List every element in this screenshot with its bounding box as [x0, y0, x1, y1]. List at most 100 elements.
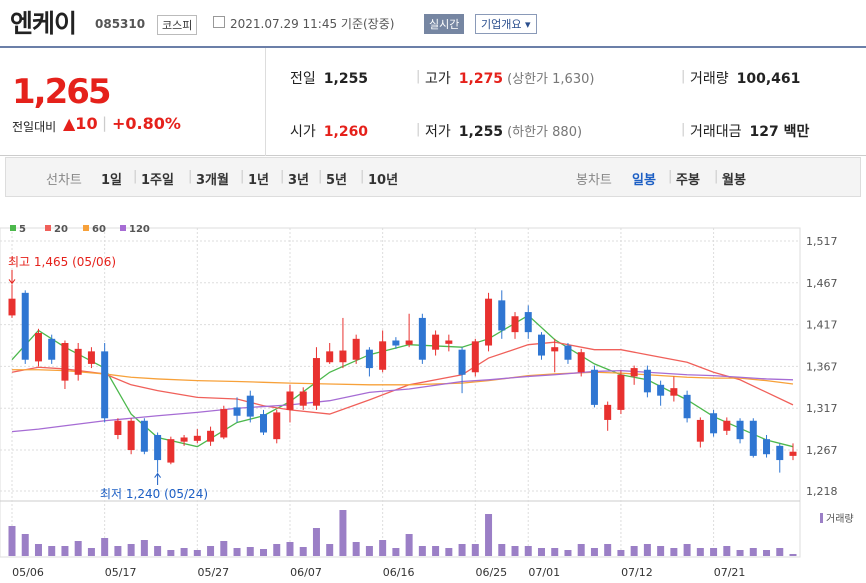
field-label: 전일 [290, 71, 316, 87]
stock-name: 엔케이 [10, 9, 77, 38]
candle-body [61, 343, 69, 381]
tab[interactable]: 10년 [368, 173, 399, 188]
candle-body [485, 298, 493, 346]
candle-body [418, 317, 426, 360]
volume-legend-swatch [820, 513, 823, 523]
candle-body [246, 395, 254, 417]
x-tick-label: 06/16 [383, 566, 415, 579]
volume-bar [405, 534, 413, 556]
change-pct: +0.80% [112, 114, 181, 133]
field-label: 거래대금 [690, 124, 742, 140]
field-note: (상한가 1,630) [507, 72, 595, 87]
candle-body [180, 437, 188, 442]
x-tick-label: 05/27 [197, 566, 229, 579]
stock-code: 085310 [95, 17, 146, 31]
volume-bar [21, 534, 29, 556]
candle-body [617, 374, 625, 410]
tab-group-label: 선차트 [46, 173, 82, 188]
separator: | [668, 169, 673, 184]
volume-bar [749, 548, 757, 556]
ma-line [11, 341, 794, 415]
volume-bar [498, 544, 506, 556]
candle-body [312, 358, 320, 406]
tab[interactable]: 3개월 [196, 173, 229, 188]
volume-bar [339, 510, 347, 556]
legend-swatch [120, 225, 126, 231]
field-value: 100,461 [736, 71, 801, 87]
volume-bar [220, 541, 228, 556]
volume-bar [352, 542, 360, 556]
separator: | [280, 169, 285, 184]
legend-label: 120 [129, 224, 150, 235]
candle-body [8, 298, 16, 316]
candle-body [776, 445, 784, 461]
candle-body [657, 384, 665, 396]
candle-body [670, 388, 678, 396]
volume-bar [154, 546, 162, 556]
volume-bar [643, 544, 651, 556]
y-tick-label: 1,417 [806, 319, 838, 332]
candle-body [511, 316, 519, 333]
candle-body [683, 394, 691, 419]
y-tick-label: 1,367 [806, 360, 838, 373]
legend-label: 60 [92, 224, 106, 235]
tab[interactable]: 1일 [101, 173, 123, 188]
volume-bar [379, 540, 387, 556]
plot-frame [0, 227, 801, 558]
volume-bar [34, 544, 42, 556]
separator: | [416, 69, 421, 84]
candle-body [114, 420, 122, 435]
legend-label: 5 [19, 224, 26, 235]
y-tick-label: 1,317 [806, 402, 838, 415]
field: 전일 1,255 [290, 68, 368, 88]
candle-body [696, 419, 704, 442]
volume-bar [432, 546, 440, 556]
tab[interactable]: 1주일 [141, 173, 174, 188]
tab[interactable]: 일봉 [632, 173, 656, 188]
volume-bar [577, 544, 585, 556]
field: 거래량 100,461 [690, 68, 800, 88]
volume-bar [683, 544, 691, 556]
volume-bar [763, 550, 771, 556]
volume-bar [127, 544, 135, 556]
field: 거래대금 127 백만 [690, 121, 809, 141]
volume-bar [233, 548, 241, 556]
volume-bar [789, 553, 797, 556]
volume-bar [617, 550, 625, 556]
volume-bar [101, 538, 109, 556]
candle-body [749, 420, 757, 456]
candle-body [326, 351, 334, 363]
volume-bar [630, 546, 638, 556]
candle-body [604, 404, 612, 420]
ma-line [12, 369, 794, 386]
realtime-button[interactable]: 실시간 [424, 14, 465, 34]
legend-label: 20 [54, 224, 68, 235]
candle-body [74, 348, 82, 375]
separator: | [240, 169, 245, 184]
volume-bar [564, 550, 572, 556]
y-tick-label: 1,267 [806, 444, 838, 457]
field: 시가 1,260 [290, 121, 368, 141]
field-value: 1,275 [458, 71, 504, 87]
tab[interactable]: 월봉 [722, 173, 746, 188]
company-info-button[interactable]: 기업개요 ▾ [475, 14, 537, 34]
candle-body [365, 349, 373, 369]
volume-bar [326, 544, 334, 556]
candle-body [207, 430, 215, 442]
candle-body [379, 341, 387, 370]
tab[interactable]: 1년 [248, 173, 270, 188]
y-tick-label: 1,517 [806, 235, 838, 248]
quote-panel: 1,265 전일대비 ▲10 | +0.80% 전일 1,255 고가 1,275 (상… [0, 46, 866, 156]
tab[interactable]: 3년 [288, 173, 310, 188]
field: 저가 1,255 (하한가 880) [425, 121, 582, 141]
candle-body [458, 349, 466, 375]
field-value: 1,255 [458, 124, 504, 140]
tab[interactable]: 주봉 [676, 173, 700, 188]
candle-body [643, 369, 651, 393]
change: ▲10 [63, 114, 98, 133]
candle-body [710, 413, 718, 434]
tab[interactable]: 5년 [326, 173, 348, 188]
y-tick-label: 1,467 [806, 277, 838, 290]
volume-bar [207, 546, 215, 556]
